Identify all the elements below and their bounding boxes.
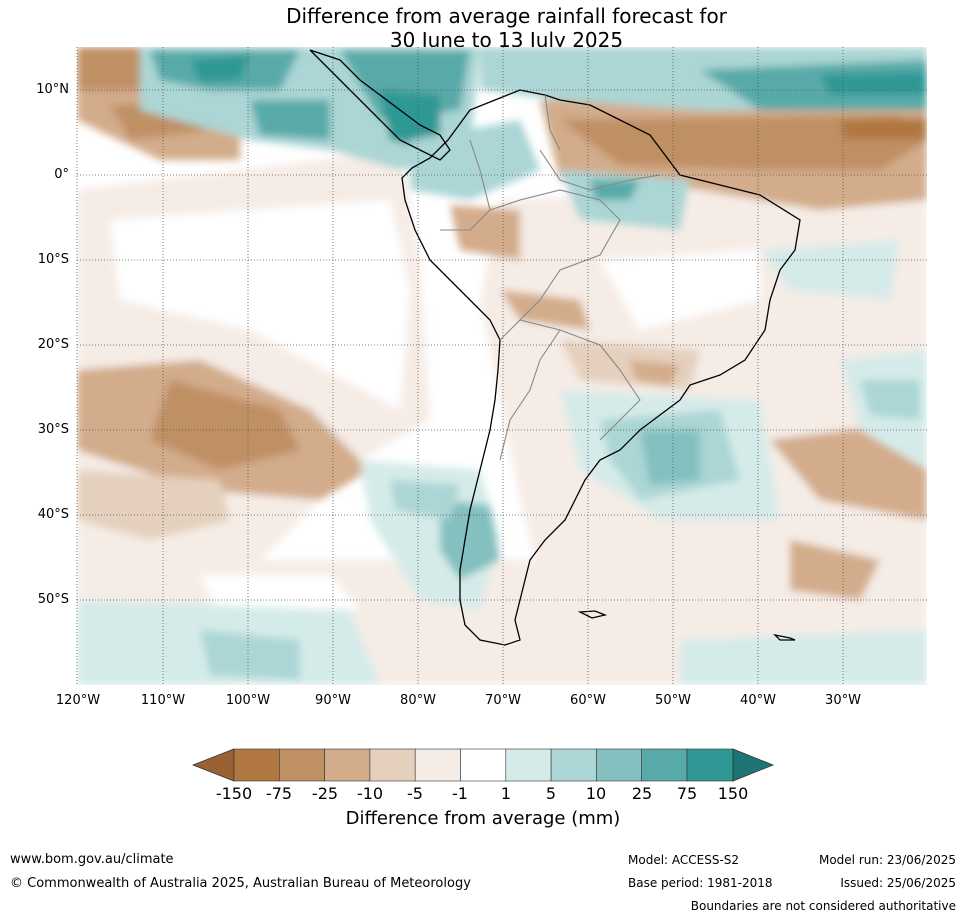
colorbar-label-neg75: -75 <box>265 784 293 803</box>
country-borders <box>440 94 661 461</box>
lat-tick-30s: 30°S <box>37 422 69 437</box>
model-name: Model: ACCESS-S2 <box>628 853 740 867</box>
south-georgia <box>773 633 796 641</box>
lat-tick-50s: 50°S <box>37 592 69 607</box>
anomaly-shading <box>77 47 927 685</box>
lat-tick-10s: 10°S <box>37 252 69 267</box>
lon-tick-70w: 70°W <box>485 693 521 708</box>
lon-tick-80w: 80°W <box>400 693 436 708</box>
copyright-text: © Commonwealth of Australia 2025, Austra… <box>10 876 471 891</box>
colorbar-label-neg1: -1 <box>452 784 468 803</box>
colorbar-label-neg5: -5 <box>407 784 423 803</box>
lat-tick-20s: 20°S <box>37 337 69 352</box>
issued-date: Issued: 25/06/2025 <box>840 876 956 890</box>
boundaries-note: Boundaries are not considered authoritat… <box>690 899 956 913</box>
falkland-islands <box>577 610 608 619</box>
lon-tick-100w: 100°W <box>225 693 271 708</box>
lat-tick-0: 0° <box>54 167 69 182</box>
lon-tick-120w: 120°W <box>55 693 101 708</box>
colorbar-title: Difference from average (mm) <box>345 808 621 829</box>
map-field <box>77 47 927 685</box>
colorbar-label-150: 150 <box>717 784 749 803</box>
colorbar-label-5: 5 <box>545 784 557 803</box>
lon-tick-50w: 50°W <box>655 693 691 708</box>
colorbar-label-75: 75 <box>676 784 698 803</box>
colorbar-label-25: 25 <box>631 784 653 803</box>
graticule <box>76 47 927 685</box>
lon-tick-60w: 60°W <box>570 693 606 708</box>
lon-tick-40w: 40°W <box>740 693 776 708</box>
base-period: Base period: 1981-2018 <box>628 876 773 890</box>
coastlines <box>309 49 801 646</box>
map-title: Difference from average rainfall forecas… <box>0 4 965 52</box>
colorbar-label-neg150: -150 <box>215 784 253 803</box>
south-america-coast <box>401 89 801 646</box>
lon-tick-30w: 30°W <box>825 693 861 708</box>
lon-tick-90w: 90°W <box>315 693 351 708</box>
lat-tick-40s: 40°S <box>37 507 69 522</box>
colorbar-label-neg25: -25 <box>311 784 339 803</box>
model-run-date: Model run: 23/06/2025 <box>818 853 956 867</box>
title-line-1: Difference from average rainfall forecas… <box>286 4 727 28</box>
colorbar-label-neg10: -10 <box>356 784 384 803</box>
lon-tick-110w: 110°W <box>140 693 186 708</box>
central-america-coast <box>309 49 451 161</box>
colorbar-label-1: 1 <box>500 784 512 803</box>
colorbar-label-10: 10 <box>585 784 607 803</box>
lat-tick-10n: 10°N <box>36 82 69 97</box>
website-link[interactable]: www.bom.gov.au/climate <box>10 852 174 867</box>
